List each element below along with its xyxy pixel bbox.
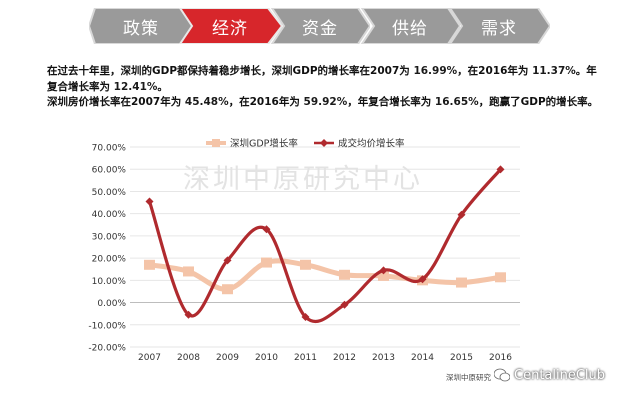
brand-badge: CentalineClub xyxy=(493,364,606,386)
tab-shape xyxy=(89,8,193,44)
gdp-cagr: 12.41% xyxy=(113,80,158,93)
series-line xyxy=(147,258,503,292)
chart-legend: 深圳GDP增长率 成交均价增长率 xyxy=(206,138,405,150)
chat-bubble-icon-shape xyxy=(493,368,511,382)
data-point xyxy=(457,210,466,219)
x-tick-label: 2007 xyxy=(138,353,161,363)
data-point xyxy=(184,310,193,319)
legend-marker xyxy=(320,139,328,147)
tab-shape xyxy=(270,8,370,44)
data-point xyxy=(495,272,506,283)
data-point xyxy=(144,259,155,270)
y-axis: 70.00% 60.00% 50.00% 40.00% 30.00% 20.00% 10.0… xyxy=(88,144,126,354)
y-tick-label: -10.00% xyxy=(88,321,126,331)
tab-demand[interactable]: 需求 xyxy=(448,8,550,44)
data-point xyxy=(222,284,233,295)
tab-label: 供给 xyxy=(392,18,428,39)
legend-marker xyxy=(212,139,220,147)
tab-shape xyxy=(448,8,550,44)
y-tick-label: 20.00% xyxy=(92,255,127,265)
intro-line-1: 在过去十年里，深圳的GDP都保持着稳步增长，深圳GDP的增长率在2007为 16… xyxy=(47,64,627,80)
y-tick-label: 40.00% xyxy=(92,210,127,220)
y-tick-label: 30.00% xyxy=(92,232,127,242)
intro-line-3: 深圳房价增长率在2007年为 45.48%，在2016年为 59.92%，年复合… xyxy=(47,95,627,111)
tab-label: 政策 xyxy=(123,18,159,39)
legend-item: 深圳GDP增长率 xyxy=(206,138,298,150)
data-point xyxy=(378,270,389,281)
legend-label: 深圳GDP增长率 xyxy=(230,138,298,150)
data-point xyxy=(183,266,194,277)
gdp-growth-2007: 16.99% xyxy=(413,65,458,77)
intro-text-segment: ，跑赢了GDP的增长率。 xyxy=(478,96,599,108)
tab-label: 需求 xyxy=(481,18,517,39)
gdp-growth-2016: 11.37% xyxy=(532,65,576,77)
chart-grid xyxy=(130,146,520,348)
data-point xyxy=(300,259,311,270)
x-axis: 2007 2008 2009 2010 2011 2012 2013 2014 2015 2016 xyxy=(138,353,512,363)
intro-text-segment: ，在2016年为 xyxy=(228,96,304,108)
y-tick-label: 0.00% xyxy=(97,299,126,309)
data-point xyxy=(340,300,349,309)
price-cagr: 16.65% xyxy=(434,96,479,108)
tab-economy[interactable]: 经济 xyxy=(178,8,282,44)
y-tick-label: 60.00% xyxy=(92,166,127,176)
x-tick-label: 2010 xyxy=(255,353,278,363)
tab-supply[interactable]: 供给 xyxy=(360,8,460,44)
intro-text-segment: 在过去十年里，深圳的GDP都保持着稳步增长，深圳GDP的增长率在2007为 xyxy=(47,65,414,77)
legend-label: 成交均价增长率 xyxy=(338,138,405,150)
price-growth-2007: 45.48% xyxy=(184,96,229,108)
data-point xyxy=(262,225,271,234)
data-point xyxy=(418,275,427,284)
x-tick-label: 2015 xyxy=(450,353,473,363)
tab-label: 经济 xyxy=(212,18,248,39)
data-point xyxy=(301,313,310,321)
data-point xyxy=(261,257,272,268)
chart-series xyxy=(144,165,506,324)
x-tick-label: 2014 xyxy=(411,353,434,363)
price-growth-2016: 59.92% xyxy=(303,96,348,108)
x-tick-label: 2012 xyxy=(333,353,356,363)
intro-text: 在过去十年里，深圳的GDP都保持着稳步增长，深圳GDP的增长率在2007为 16… xyxy=(47,64,627,111)
data-point xyxy=(379,266,388,275)
intro-text-segment: 复合增长率为 xyxy=(47,80,114,93)
tab-shape xyxy=(178,8,282,44)
data-point xyxy=(456,277,467,288)
chart-watermark: 深圳中原研究中心 xyxy=(183,164,423,195)
data-point xyxy=(496,165,505,174)
series-price xyxy=(145,165,505,324)
tab-shape xyxy=(360,8,460,44)
intro-text-segment: ，年复合增长率为 xyxy=(347,96,435,108)
intro-line-2: 复合增长率为 12.41%。 xyxy=(47,80,627,96)
y-tick-label: -20.00% xyxy=(88,344,126,354)
tab-policy[interactable]: 政策 xyxy=(89,8,193,44)
source-note: 深圳中原研究 xyxy=(446,373,491,382)
intro-text-segment: 。 xyxy=(157,80,168,93)
y-tick-label: 50.00% xyxy=(92,188,127,198)
intro-text-segment: 深圳房价增长率在2007年为 xyxy=(47,96,185,108)
legend-item: 成交均价增长率 xyxy=(314,138,405,150)
y-tick-label: 70.00% xyxy=(92,144,127,154)
brand-name: CentalineClub xyxy=(514,367,606,383)
intro-text-segment: 。年 xyxy=(575,65,597,77)
x-tick-label: 2013 xyxy=(372,353,395,363)
y-tick-label: 10.00% xyxy=(92,277,127,287)
x-tick-label: 2011 xyxy=(294,353,317,363)
tab-label: 资金 xyxy=(302,18,338,39)
data-point xyxy=(223,256,232,265)
x-tick-label: 2008 xyxy=(177,353,200,363)
data-point xyxy=(145,197,154,206)
chat-bubble-icon xyxy=(493,368,511,382)
x-tick-label: 2016 xyxy=(489,353,512,363)
x-tick-label: 2009 xyxy=(216,353,239,363)
intro-text-segment: ，在2016年为 xyxy=(457,65,533,77)
tab-bar: 政策 经济 资金 供给 需求 xyxy=(0,0,640,52)
series-gdp xyxy=(144,257,506,295)
tab-funds[interactable]: 资金 xyxy=(270,8,370,44)
data-point xyxy=(339,269,350,280)
